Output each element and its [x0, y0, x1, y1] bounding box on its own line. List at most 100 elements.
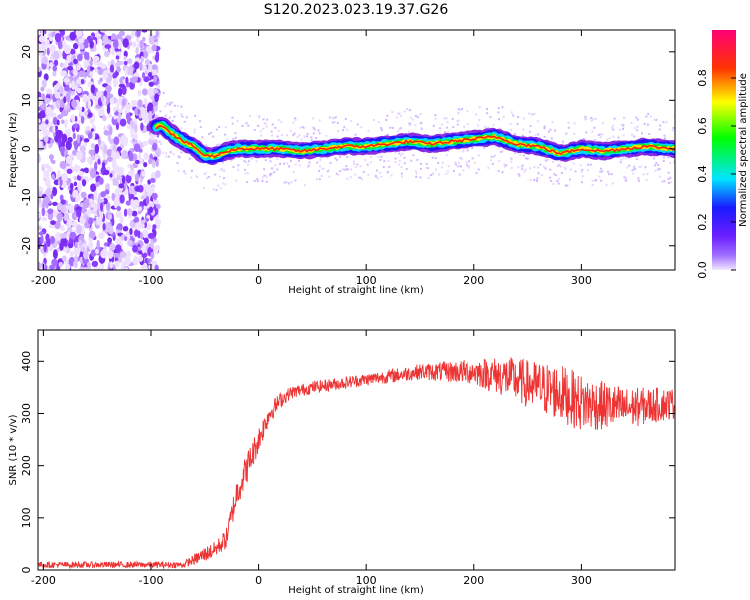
- speckle: [367, 173, 370, 176]
- speckle: [277, 129, 280, 132]
- noise-blob: [125, 200, 132, 206]
- speckle: [218, 175, 221, 178]
- noise-blob: [132, 41, 137, 48]
- speckle: [337, 130, 340, 133]
- speckle: [661, 180, 663, 183]
- noise-blob: [111, 192, 115, 201]
- speckle: [373, 119, 375, 121]
- speckle: [312, 126, 315, 129]
- noise-blob: [100, 250, 108, 259]
- noise-blob: [116, 34, 122, 40]
- noise-blob: [100, 202, 104, 212]
- noise-blob: [141, 219, 146, 224]
- speckle: [580, 181, 583, 184]
- speckle: [517, 166, 520, 169]
- noise-blob: [87, 112, 93, 118]
- speckle: [214, 173, 217, 176]
- noise-blob: [105, 96, 109, 106]
- speckle: [308, 161, 311, 164]
- speckle: [390, 174, 393, 177]
- colorbar-label: Normalized spectral amplitude: [738, 73, 749, 227]
- spectrogram-ylabel: Frequency (Hz): [8, 112, 19, 188]
- noise-blob: [133, 76, 138, 82]
- noise-blob: [133, 143, 141, 152]
- noise-blob: [108, 125, 113, 136]
- speckle: [622, 128, 624, 130]
- speckle: [522, 154, 525, 157]
- noise-blob: [50, 235, 55, 245]
- noise-blob: [112, 78, 119, 88]
- speckle: [301, 126, 304, 129]
- speckle: [386, 171, 389, 174]
- noise-blob: [73, 58, 78, 65]
- speckle: [475, 172, 478, 174]
- noise-blob: [116, 205, 121, 212]
- speckle: [467, 166, 470, 169]
- noise-blob: [52, 117, 58, 125]
- x-tick-label: 0: [255, 274, 262, 287]
- noise-blob: [142, 141, 149, 146]
- speckle: [452, 126, 455, 129]
- noise-blob: [93, 55, 100, 62]
- speckle: [446, 121, 449, 123]
- speckle: [318, 132, 321, 135]
- speckle: [280, 120, 283, 123]
- noise-blob: [124, 104, 131, 109]
- speckle: [346, 177, 349, 180]
- speckle: [462, 149, 465, 152]
- speckle: [160, 143, 163, 146]
- speckle: [528, 130, 531, 133]
- noise-blob: [123, 55, 127, 61]
- speckle: [471, 147, 474, 150]
- speckle: [266, 118, 269, 121]
- snr-line: [38, 357, 675, 570]
- noise-blob: [129, 228, 133, 235]
- speckle: [298, 134, 301, 137]
- noise-blob: [59, 85, 64, 95]
- speckle: [598, 175, 601, 178]
- speckle: [645, 115, 648, 118]
- speckle: [380, 127, 382, 129]
- speckle: [285, 181, 288, 184]
- speckle: [673, 162, 675, 164]
- speckle: [447, 165, 450, 167]
- speckle: [466, 149, 469, 152]
- speckle: [440, 123, 443, 126]
- speckle: [503, 163, 506, 166]
- speckle: [557, 164, 560, 167]
- speckle: [349, 176, 352, 179]
- noise-blob: [56, 212, 63, 222]
- speckle: [345, 165, 348, 168]
- speckle: [517, 116, 519, 118]
- noise-blob: [134, 123, 138, 134]
- noise-blob: [69, 48, 76, 55]
- noise-blob: [63, 211, 69, 222]
- noise-blob: [48, 224, 55, 229]
- speckle: [264, 159, 267, 162]
- speckle: [294, 117, 297, 120]
- speckle: [497, 111, 500, 114]
- noise-blob: [58, 261, 63, 268]
- noise-blob: [38, 261, 41, 270]
- speckle: [249, 114, 251, 117]
- speckle: [501, 171, 504, 174]
- speckle: [459, 157, 462, 159]
- speckle: [354, 166, 357, 169]
- speckle: [246, 172, 249, 175]
- speckle: [607, 170, 609, 173]
- speckle: [358, 176, 361, 179]
- speckle: [608, 137, 611, 140]
- speckle: [620, 123, 623, 126]
- noise-blob: [71, 221, 76, 227]
- speckle: [234, 136, 237, 139]
- noise-blob: [78, 170, 84, 177]
- noise-blob: [148, 81, 154, 87]
- speckle: [389, 126, 392, 129]
- speckle: [663, 134, 666, 137]
- speckle: [223, 177, 225, 180]
- noise-blob: [40, 235, 44, 244]
- speckle: [306, 132, 309, 135]
- noise-blob: [57, 202, 62, 211]
- speckle: [388, 165, 391, 168]
- noise-blob: [44, 97, 51, 104]
